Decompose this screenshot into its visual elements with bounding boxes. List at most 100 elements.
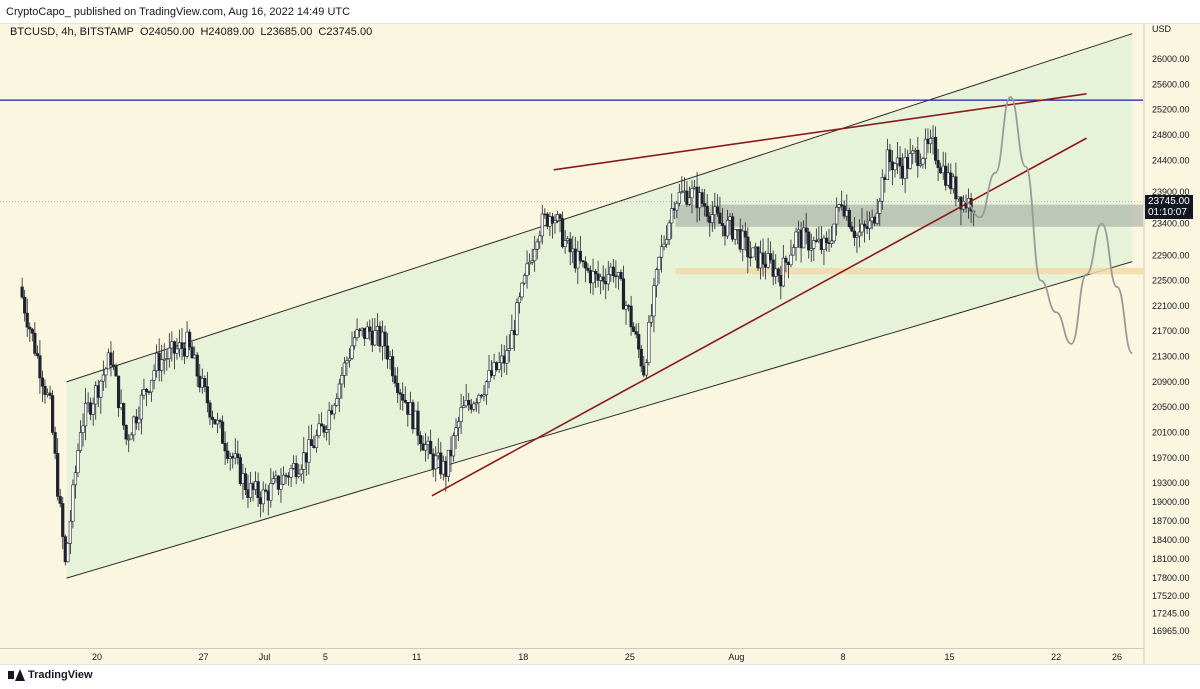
candle-body <box>814 240 818 242</box>
candle-body <box>583 261 588 269</box>
candle-body <box>710 214 714 223</box>
candle-body <box>956 196 961 200</box>
candle-body <box>256 481 260 498</box>
price-tick-label: 20900.00 <box>1152 377 1190 387</box>
price-axis-unit: USD <box>1152 24 1172 34</box>
candle-body <box>946 172 950 186</box>
candle-body <box>228 456 232 459</box>
candle-body <box>672 208 676 211</box>
tradingview-logo[interactable]: TradingView <box>8 669 93 681</box>
candle-body <box>446 449 451 477</box>
time-tick-label: 22 <box>1051 652 1061 662</box>
candle-body <box>398 392 402 395</box>
candle-body <box>868 220 872 229</box>
candle-body <box>317 423 321 437</box>
candle-body <box>837 204 841 208</box>
candle-body <box>781 257 785 287</box>
candle-body <box>451 435 456 457</box>
candle-body <box>175 348 179 354</box>
channel-lower-line[interactable] <box>66 261 1133 579</box>
footer-bar: TradingView <box>0 664 1200 689</box>
candle-body <box>231 456 235 459</box>
candle-body <box>325 429 329 433</box>
legend-symbol: BTCUSD, 4h, BITSTAMP <box>10 26 134 38</box>
candle-body <box>581 260 585 263</box>
candle-body <box>116 375 121 409</box>
candle-body <box>558 214 562 219</box>
candle-body <box>304 452 308 463</box>
candle-body <box>799 229 803 249</box>
channel-upper-line[interactable] <box>66 33 1133 383</box>
candle-body <box>497 362 501 370</box>
candle-body <box>243 473 248 490</box>
candle-body <box>370 331 374 346</box>
candle-body <box>188 331 192 348</box>
candle-body <box>736 229 740 231</box>
candle-body <box>294 463 298 478</box>
candle-body <box>363 327 367 339</box>
candle-body <box>548 216 552 227</box>
time-axis[interactable]: 20 27 Jul 5 11 18 25 Aug 8 15 22 26 <box>92 652 1122 662</box>
candle-body <box>540 213 544 237</box>
candle-body <box>649 315 654 323</box>
candle-body <box>629 305 633 328</box>
price-axis[interactable]: USD 26000.00 25600.00 25200.00 24800.00 24400… <box>1152 24 1190 636</box>
price-chart[interactable]: USD 26000.00 25600.00 25200.00 24800.00 24400… <box>0 24 1200 664</box>
candle-body <box>862 223 867 227</box>
candle-body <box>48 392 52 396</box>
candle-body <box>842 205 846 217</box>
candle-body <box>462 405 466 408</box>
candle-body <box>479 394 484 397</box>
legend-low: L23685.00 <box>260 26 313 38</box>
candle-body <box>758 252 763 269</box>
projection-path[interactable] <box>964 96 1134 355</box>
candle-body <box>190 346 194 359</box>
candle-body <box>170 341 174 349</box>
candle-body <box>746 236 750 258</box>
candle-body <box>763 263 768 268</box>
candle-body <box>30 328 34 334</box>
candle-body <box>495 362 499 370</box>
candle-body <box>807 231 811 251</box>
candle-body <box>180 342 184 349</box>
candle-body <box>472 403 476 410</box>
candle-body <box>421 443 425 451</box>
lower-zone[interactable] <box>675 267 1143 275</box>
candle-body <box>226 450 230 459</box>
candle-body <box>396 382 400 394</box>
candle-body <box>23 296 27 314</box>
candle-body <box>713 206 717 215</box>
chart-area[interactable]: USD 26000.00 25600.00 25200.00 24800.00 24400… <box>0 24 1200 664</box>
candle-body <box>619 272 623 279</box>
candle-body <box>444 460 448 477</box>
support-zone[interactable] <box>675 204 1143 227</box>
candle-body <box>680 191 684 193</box>
candle-body <box>545 213 549 227</box>
price-tick-label: 19300.00 <box>1152 478 1190 488</box>
candle-body <box>586 267 590 271</box>
published-banner: CryptoCapo_ published on TradingView.com… <box>0 0 1200 24</box>
candle-body <box>413 410 418 430</box>
candle-body <box>215 420 220 425</box>
candle-body <box>276 475 281 490</box>
price-tick-label: 19700.00 <box>1152 453 1190 463</box>
candle-body <box>954 176 958 200</box>
candle-body <box>845 210 849 217</box>
candle-body <box>510 330 514 349</box>
candle-body <box>543 213 547 216</box>
candle-body <box>137 418 141 424</box>
candle-body <box>698 192 702 209</box>
candle-body <box>875 212 879 224</box>
candle-body <box>114 366 118 377</box>
last-price-value: 23745.00 <box>1148 195 1190 207</box>
lower-trend-line[interactable] <box>431 137 1087 497</box>
candle-body <box>274 475 278 479</box>
candle-body <box>345 360 349 364</box>
upper-trend-line[interactable] <box>553 93 1087 171</box>
candle-body <box>360 327 364 331</box>
candle-body <box>454 427 458 437</box>
candle-body <box>720 223 725 226</box>
candle-body <box>203 378 207 387</box>
candle-body <box>162 358 166 361</box>
candle-body <box>58 496 62 504</box>
